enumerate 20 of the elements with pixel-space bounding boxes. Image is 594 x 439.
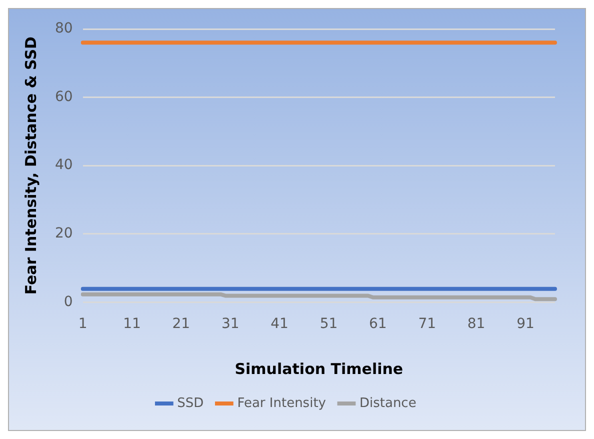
x-tick-label: 21 bbox=[172, 316, 190, 332]
x-tick-label: 61 bbox=[369, 316, 387, 332]
x-tick-label: 71 bbox=[418, 316, 436, 332]
legend-label: SSD bbox=[177, 396, 204, 411]
y-tick-label: 40 bbox=[54, 157, 73, 174]
x-tick-label: 91 bbox=[516, 316, 534, 332]
x-axis-title: Simulation Timeline bbox=[234, 360, 404, 378]
y-tick-label: 80 bbox=[54, 20, 73, 37]
x-tick-label: 31 bbox=[221, 316, 240, 332]
x-tick-label: 51 bbox=[320, 316, 338, 332]
y-axis-title: Fear Intensity, Distance & SSD bbox=[22, 36, 40, 295]
legend-label: Fear Intensity bbox=[237, 396, 326, 411]
x-tick-label: 81 bbox=[467, 316, 486, 332]
x-tick-label: 1 bbox=[78, 316, 88, 332]
y-tick-label: 0 bbox=[64, 294, 73, 310]
x-tick-label: 11 bbox=[123, 316, 141, 332]
legend-label: Distance bbox=[359, 396, 416, 411]
y-tick-label: 60 bbox=[54, 88, 73, 105]
y-tick-label: 20 bbox=[54, 226, 73, 242]
x-tick-label: 41 bbox=[270, 316, 288, 332]
